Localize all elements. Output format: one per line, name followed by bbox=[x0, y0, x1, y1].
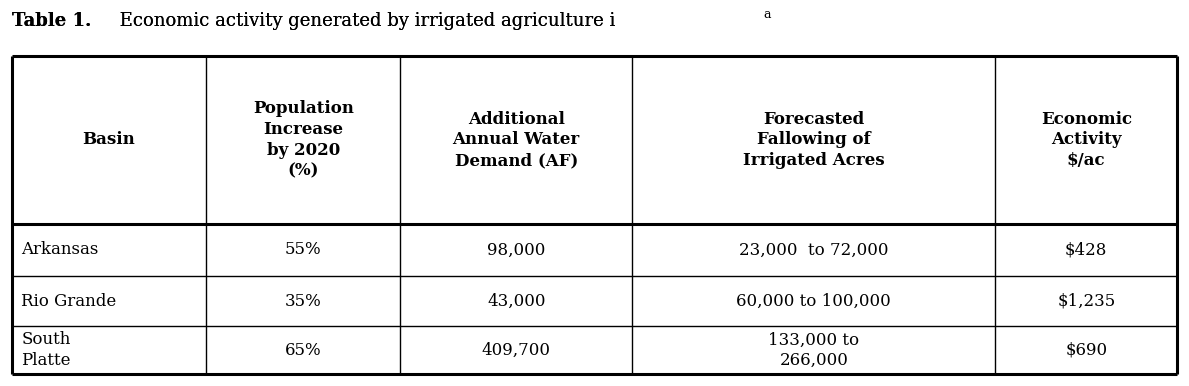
Text: 60,000 to 100,000: 60,000 to 100,000 bbox=[736, 293, 891, 310]
Text: $428: $428 bbox=[1065, 241, 1107, 259]
Text: Population
Increase
by 2020
(%): Population Increase by 2020 (%) bbox=[253, 100, 353, 180]
Text: Economic activity generated by irrigated agriculture i: Economic activity generated by irrigated… bbox=[114, 12, 616, 30]
Text: Table 1.: Table 1. bbox=[12, 12, 92, 30]
Text: $690: $690 bbox=[1065, 342, 1107, 359]
Text: Economic
Activity
$/ac: Economic Activity $/ac bbox=[1040, 110, 1132, 169]
Text: 409,700: 409,700 bbox=[482, 342, 551, 359]
Text: 98,000: 98,000 bbox=[487, 241, 546, 259]
Text: Rio Grande: Rio Grande bbox=[21, 293, 117, 310]
Text: Basin: Basin bbox=[82, 131, 136, 149]
Text: $1,235: $1,235 bbox=[1057, 293, 1115, 310]
Text: 133,000 to
266,000: 133,000 to 266,000 bbox=[768, 331, 860, 369]
Text: 65%: 65% bbox=[285, 342, 321, 359]
Text: South
Platte: South Platte bbox=[21, 331, 71, 369]
Text: Table 1.: Table 1. bbox=[12, 12, 92, 30]
Text: Arkansas: Arkansas bbox=[21, 241, 99, 259]
Text: 43,000: 43,000 bbox=[487, 293, 546, 310]
Text: Forecasted
Fallowing of
Irrigated Acres: Forecasted Fallowing of Irrigated Acres bbox=[743, 110, 885, 169]
Text: a: a bbox=[763, 8, 772, 21]
Text: 23,000  to 72,000: 23,000 to 72,000 bbox=[740, 241, 888, 259]
Text: 35%: 35% bbox=[285, 293, 321, 310]
Text: Additional
Annual Water
Demand (AF): Additional Annual Water Demand (AF) bbox=[453, 110, 580, 169]
Text: Economic activity generated by irrigated agriculture i: Economic activity generated by irrigated… bbox=[114, 12, 616, 30]
Text: 55%: 55% bbox=[285, 241, 321, 259]
